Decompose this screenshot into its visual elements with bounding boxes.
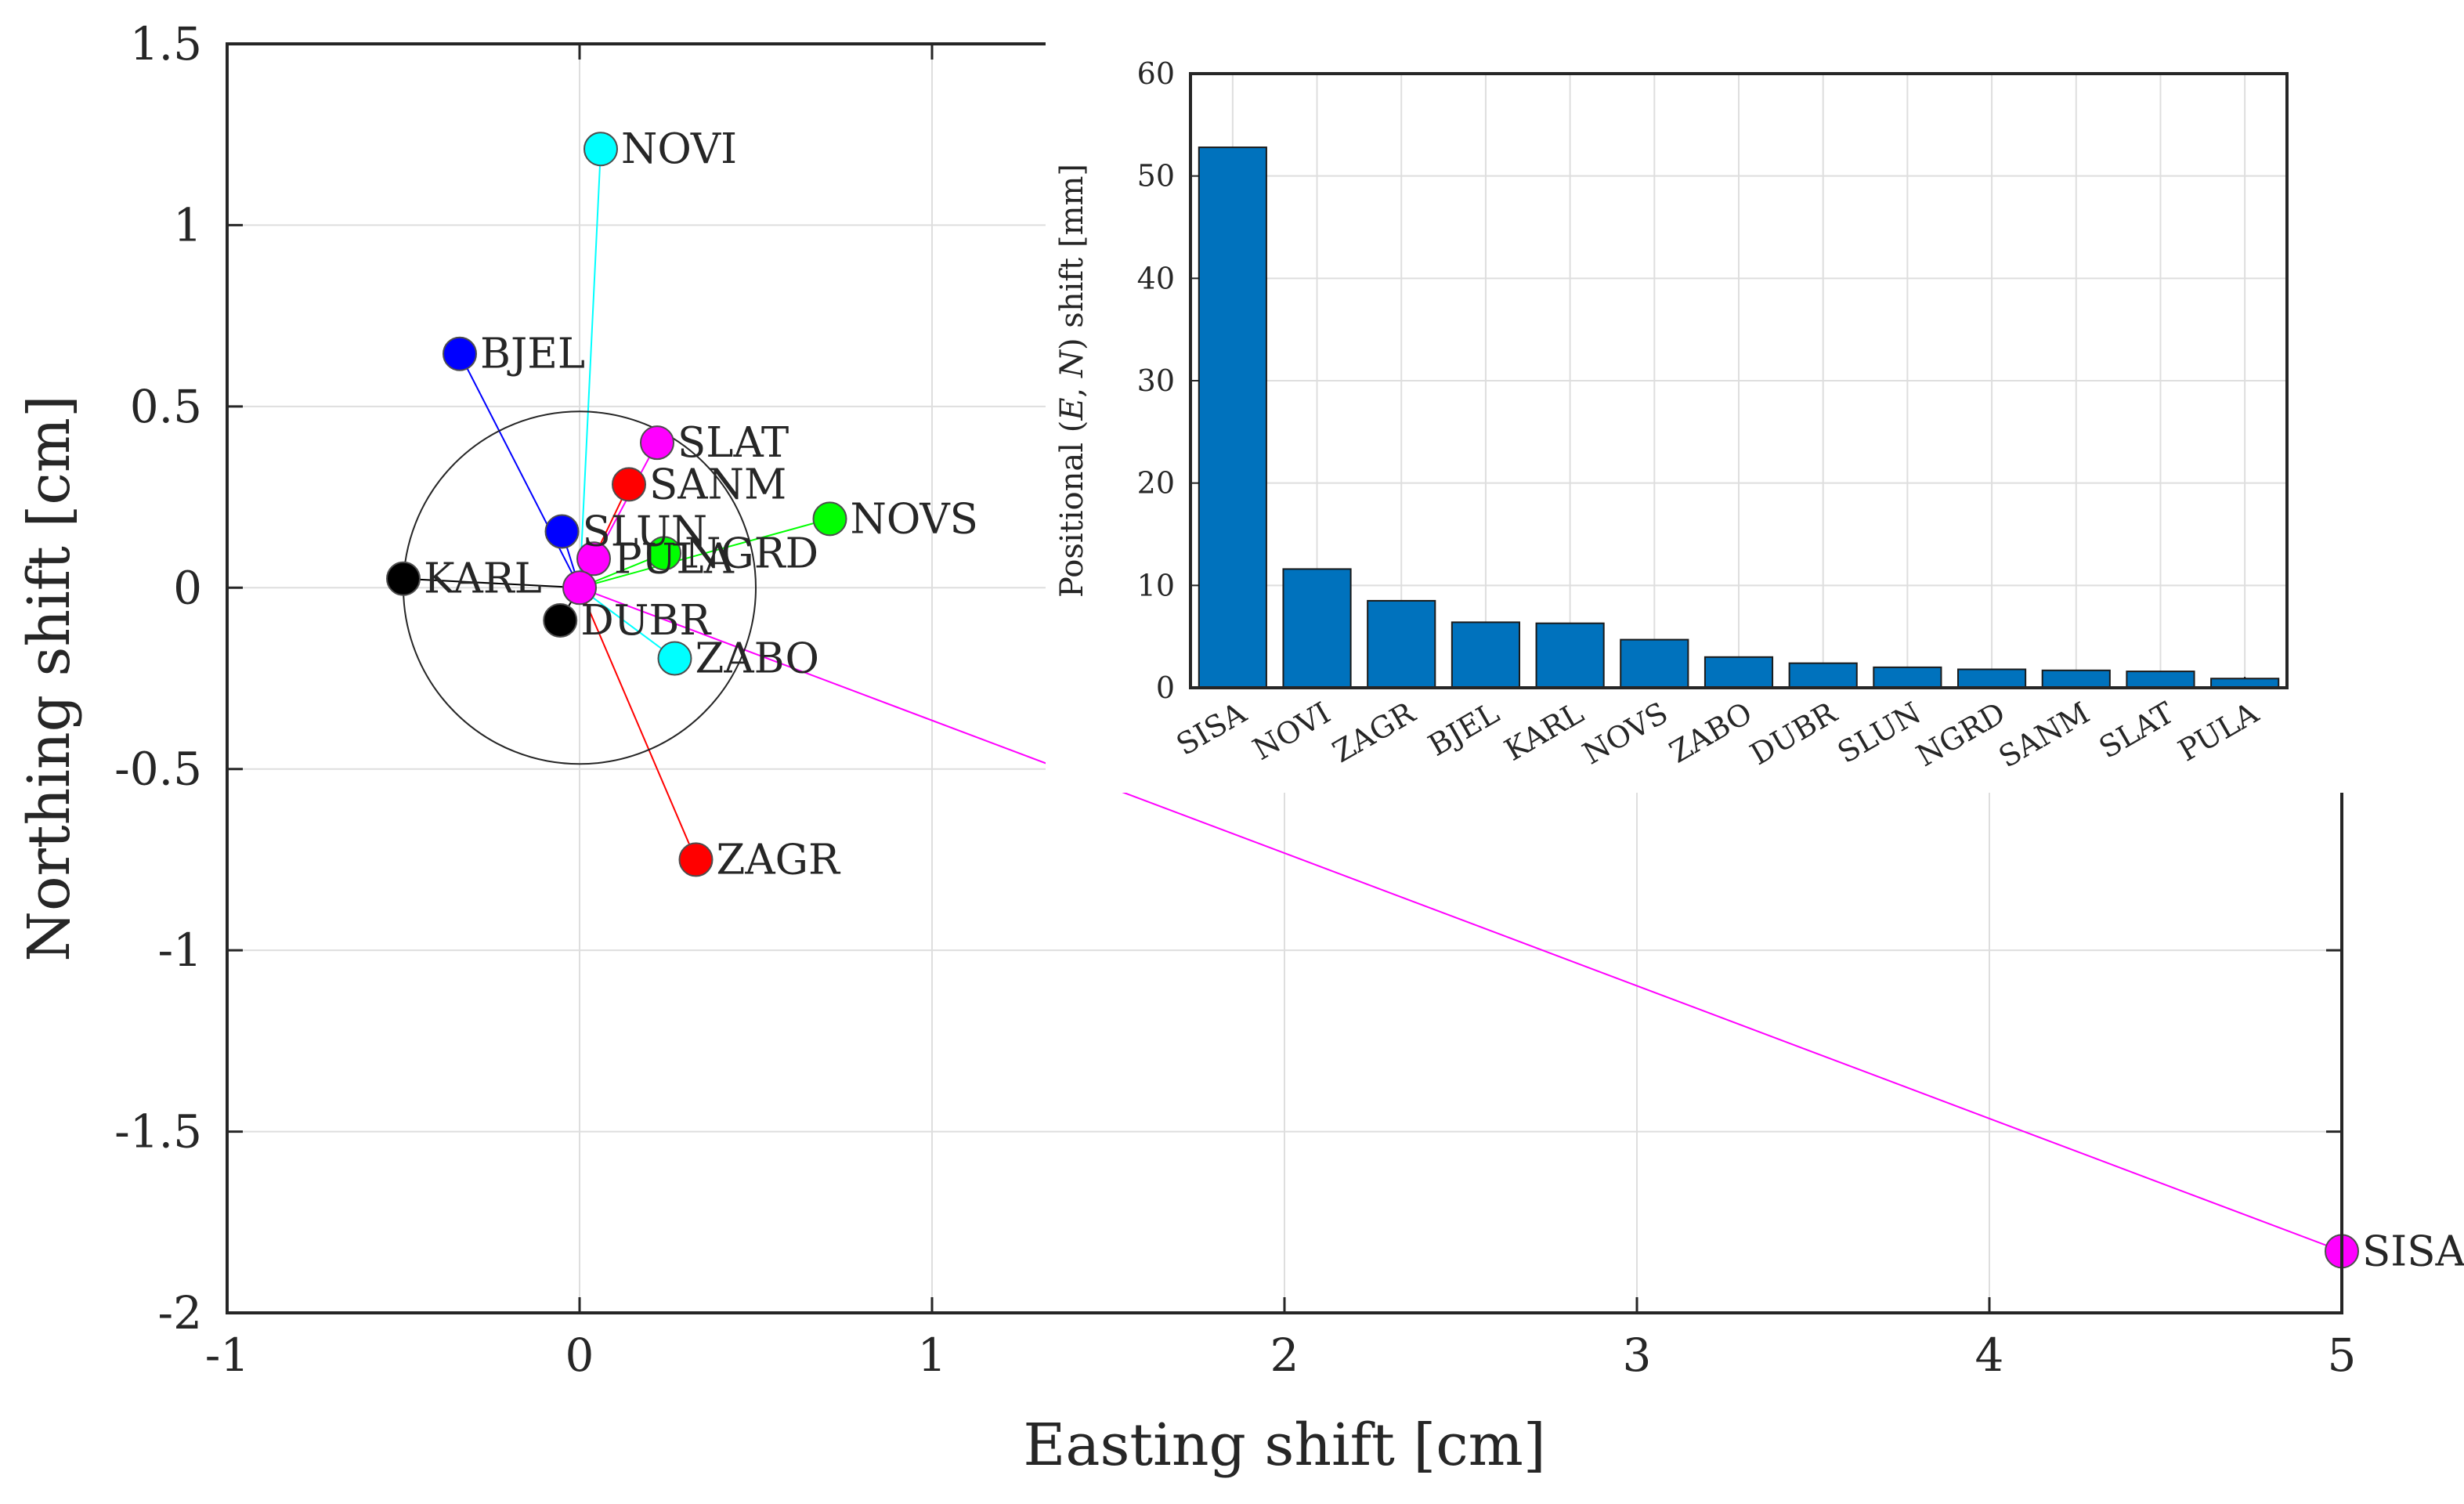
- marker-novs: [812, 501, 847, 537]
- y-tick-label: 0: [173, 561, 202, 614]
- label-pula: PULA: [614, 535, 735, 583]
- label-zagr: ZAGR: [717, 836, 841, 884]
- inset-y-tick-label: 40: [1137, 261, 1175, 295]
- x-tick-labels: -1 0 1 2 3 4 5: [205, 1329, 2357, 1382]
- origin-marker: [562, 570, 597, 606]
- bar-bjel: [1451, 621, 1521, 689]
- label-sanm: SANM: [649, 461, 786, 508]
- bar-slun: [1873, 666, 1942, 689]
- x-tick-label: 0: [565, 1329, 594, 1382]
- marker-bjel: [443, 336, 477, 371]
- bar-sisa: [1198, 146, 1267, 689]
- shift-line-bjel: [459, 353, 580, 588]
- marker-zagr: [678, 842, 714, 877]
- bar-zagr: [1367, 599, 1436, 689]
- label-slat: SLAT: [677, 419, 789, 467]
- y-axis-label: Northing shift [cm]: [16, 395, 83, 962]
- marker-novi: [583, 132, 618, 167]
- shift-line-karl: [403, 577, 580, 589]
- bar-ngrd: [1957, 668, 2027, 689]
- label-karl: KARL: [424, 555, 542, 603]
- bar-novs: [1620, 638, 1689, 689]
- x-axis-label: Easting shift [cm]: [1023, 1412, 1545, 1479]
- bar-sanm: [2041, 669, 2111, 689]
- marker-pula: [576, 541, 611, 577]
- shift-line-zabo: [579, 587, 676, 660]
- label-slun: SLUN: [583, 508, 708, 556]
- label-novi: NOVI: [621, 125, 737, 173]
- inset-y-tick-label: 60: [1137, 56, 1175, 91]
- inset-axes-frame: [1189, 72, 2289, 689]
- marker-karl: [386, 561, 421, 596]
- marker-zabo: [657, 641, 692, 676]
- y-tick-label: 0.5: [130, 380, 202, 433]
- bar-karl: [1535, 622, 1605, 689]
- inset-y-tick-labels: 0 10 20 30 40 50 60: [1137, 56, 1175, 705]
- x-tick-label: 3: [1623, 1329, 1652, 1382]
- x-tick-label: 2: [1270, 1329, 1299, 1382]
- shift-vector-lines: [403, 149, 2343, 1253]
- marker-slat: [640, 425, 674, 461]
- inset-y-axis-label: Positional (E, N) shift [mm]: [1054, 164, 1090, 598]
- y-tick-label: -0.5: [114, 743, 202, 796]
- bar-novi: [1282, 568, 1352, 689]
- inset-bars: [1198, 146, 2280, 689]
- y-tick-label: -1.5: [114, 1105, 202, 1159]
- label-ngrd: NGRD: [685, 530, 818, 577]
- inset-y-tick-label: 0: [1156, 671, 1175, 705]
- label-novs: NOVS: [851, 495, 978, 543]
- x-tick-label: 5: [2328, 1329, 2357, 1382]
- marker-sanm: [612, 467, 646, 502]
- shift-line-novs: [579, 518, 830, 589]
- marker-ngrd: [647, 536, 681, 571]
- x-tick-label: 1: [918, 1329, 947, 1382]
- bar-dubr: [1788, 662, 1858, 689]
- y-tick-labels: -2 -1.5 -1 -0.5 0 0.5 1 1.5: [114, 17, 202, 1340]
- station-markers: [386, 132, 2359, 1269]
- y-tick-label: 1.5: [130, 17, 202, 70]
- inset-y-tick-label: 50: [1137, 159, 1175, 193]
- inset-y-tick-label: 20: [1137, 466, 1175, 501]
- marker-slun: [544, 514, 580, 549]
- label-bjel: BJEL: [480, 331, 585, 378]
- bar-slat: [2126, 671, 2195, 689]
- x-tick-label: 4: [1975, 1329, 2004, 1382]
- shift-line-zagr: [579, 587, 697, 860]
- label-sisa: SISA: [2362, 1227, 2464, 1275]
- marker-dubr: [543, 602, 578, 638]
- inset-y-tick-label: 10: [1137, 568, 1175, 602]
- y-tick-label: -2: [158, 1286, 203, 1340]
- y-tick-label: 1: [173, 198, 202, 251]
- label-dubr: DUBR: [580, 597, 712, 645]
- inset-y-tick-label: 30: [1137, 363, 1175, 398]
- x-tick-label: -1: [205, 1329, 250, 1382]
- y-tick-label: -1: [158, 924, 203, 977]
- label-zabo: ZABO: [695, 635, 819, 683]
- bar-zabo: [1703, 656, 1774, 689]
- shift-line-novi: [579, 149, 602, 588]
- shift-line-sisa: [579, 587, 2343, 1253]
